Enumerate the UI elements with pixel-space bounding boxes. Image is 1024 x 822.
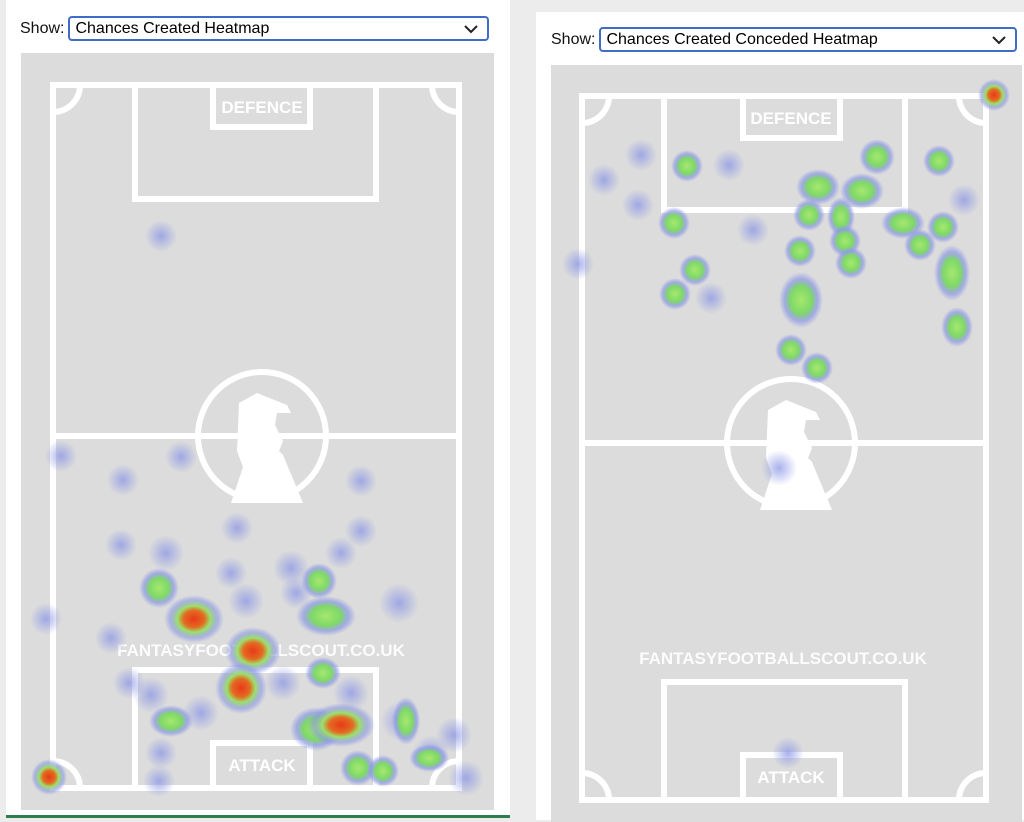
heat-spot: [409, 744, 449, 772]
heat-spot: [340, 750, 376, 786]
heat-blobs: [30, 220, 484, 797]
heat-spot: [345, 515, 377, 547]
heat-spot: [30, 603, 62, 635]
attack-label: ATTACK: [757, 768, 825, 787]
watermark-text: FANTASYFOOTBALLSCOUT.CO.UK: [639, 649, 927, 668]
heat-spot: [133, 677, 169, 713]
heat-spot: [713, 149, 745, 181]
selected-option: Chances Created Heatmap: [75, 19, 270, 37]
chevron-down-icon: [992, 35, 1007, 44]
heat-spot: [221, 512, 253, 544]
heat-spot: [301, 563, 337, 599]
heat-spot: [143, 765, 175, 797]
heat-spot: [625, 139, 657, 171]
heat-spot: [95, 622, 127, 654]
heat-spot: [622, 189, 654, 221]
show-label: Show:: [551, 30, 596, 48]
heat-spot: [139, 568, 179, 608]
heat-spot: [779, 272, 823, 328]
heat-spot: [265, 665, 301, 701]
heat-spot: [367, 755, 399, 787]
heat-spot: [296, 596, 356, 636]
heat-spot: [934, 245, 970, 301]
heat-spot: [107, 464, 139, 496]
defence-label: DEFENCE: [750, 109, 831, 128]
heat-spot: [658, 207, 690, 239]
heat-spot: [215, 557, 247, 589]
right-heatmap-panel: Show: Chances Created Conceded Heatmap: [536, 12, 1024, 822]
heat-spot: [659, 278, 691, 310]
heat-spot: [904, 229, 936, 261]
heat-spot: [31, 759, 67, 795]
attack-label: ATTACK: [228, 756, 296, 775]
heat-spot: [737, 214, 769, 246]
heat-spot: [923, 145, 955, 177]
heat-spot: [164, 595, 224, 643]
heat-spot: [784, 235, 816, 267]
heat-spot: [228, 583, 264, 619]
scout-silhouette-logo: [231, 393, 303, 503]
heat-spot: [379, 583, 419, 623]
heatmap-type-select[interactable]: Chances Created Heatmap: [68, 16, 490, 41]
chevron-down-icon: [464, 24, 479, 33]
heat-spot: [325, 537, 357, 569]
defence-label: DEFENCE: [221, 98, 302, 117]
heat-spot: [775, 334, 807, 366]
heat-spot: [345, 465, 377, 497]
left-heatmap-panel: Show: Chances Created Heatmap: [6, 0, 510, 818]
heat-spot: [105, 529, 137, 561]
show-filter-row: Show: Chances Created Conceded Heatmap: [551, 27, 1018, 52]
heat-spot: [978, 79, 1010, 111]
heat-spot: [307, 703, 375, 747]
heat-spot: [695, 282, 727, 314]
heatmap-type-select[interactable]: Chances Created Conceded Heatmap: [599, 27, 1018, 52]
heat-spot: [835, 247, 867, 279]
heat-spot: [149, 705, 193, 737]
heat-spot: [448, 760, 484, 796]
heat-spot: [588, 164, 620, 196]
heat-spot: [273, 550, 309, 586]
heat-spot: [948, 184, 980, 216]
heat-spot: [859, 139, 895, 175]
heat-spot: [772, 737, 804, 769]
heat-spot: [145, 737, 177, 769]
pitch-heatmap: DEFENCE ATTACK FANTASYFOOTBALLSCOUT.CO.U…: [551, 65, 1022, 822]
heat-spot: [679, 254, 711, 286]
heat-spot: [333, 675, 369, 711]
heat-blobs: [562, 79, 1010, 769]
heat-spot: [793, 199, 825, 231]
heat-spot: [392, 697, 420, 745]
heat-spot: [796, 169, 840, 205]
selected-option: Chances Created Conceded Heatmap: [606, 30, 878, 48]
heat-spot: [145, 220, 177, 252]
heat-spot: [165, 441, 197, 473]
heat-spot: [941, 307, 973, 347]
pitch-heatmap: DEFENCE ATTACK FANTASYFOOTBALLSCOUT.CO.U…: [21, 53, 494, 810]
heat-spot: [215, 662, 267, 714]
heat-spot: [801, 352, 833, 384]
heat-spot: [305, 657, 341, 689]
show-label: Show:: [20, 19, 65, 37]
heat-spot: [840, 173, 884, 209]
heat-spot: [562, 248, 594, 280]
heat-spot: [761, 450, 797, 486]
heat-spot: [671, 150, 703, 182]
show-filter-row: Show: Chances Created Heatmap: [20, 16, 490, 41]
heat-spot: [45, 440, 77, 472]
heat-spot: [148, 535, 184, 571]
heat-spot: [927, 211, 959, 243]
